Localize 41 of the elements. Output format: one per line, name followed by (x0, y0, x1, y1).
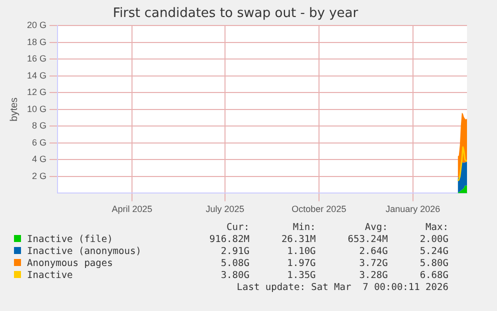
text: 3.72G (358, 258, 389, 270)
text: Min: (292, 222, 317, 234)
y-tick-label: 12 G (26, 87, 47, 98)
text: 5.24G (418, 246, 450, 258)
legend-label: Inactive (anonymous) (26, 246, 142, 258)
x-tick-label: October 2025 (292, 204, 346, 214)
text: 6.68G (418, 270, 450, 282)
y-tick-label: 6 G (32, 137, 47, 148)
y-axis-title: bytes (8, 97, 20, 122)
chart-title: First candidates to swap out - by year (112, 6, 359, 22)
text: 2.91G (220, 246, 250, 258)
y-tick-label: 10 G (26, 104, 47, 114)
y-tick-label: 8 G (32, 120, 47, 131)
y-tick-label: 20 G (26, 20, 47, 30)
y-tick-label: 4 G (32, 154, 47, 164)
x-tick-label: January 2026 (386, 204, 440, 214)
text: 3.80G (220, 270, 250, 282)
x-tick-label: April 2025 (112, 204, 152, 214)
text: 5.08G (220, 258, 250, 270)
text: 3.28G (358, 270, 389, 282)
legend-label: Inactive (file) (26, 234, 114, 246)
y-tick-label: 16 G (26, 54, 47, 64)
text: 26.31M (280, 234, 317, 246)
y-tick-label: 2 G (32, 170, 47, 181)
legend-label: Anonymous pages (26, 258, 114, 270)
text: 1.97G (286, 258, 317, 270)
x-tick-label: July 2025 (206, 204, 244, 214)
text: 5.80G (418, 258, 450, 270)
legend-label: Inactive (26, 270, 74, 282)
text: Last update: Sat Mar 7 00:00:11 2026 (236, 282, 450, 294)
text: Avg: (364, 222, 389, 234)
text: 2.64G (358, 246, 389, 258)
y-tick-label: 14 G (26, 70, 47, 80)
text: 916.82M (208, 234, 250, 246)
y-tick-label: 18 G (26, 36, 47, 47)
text: 2.00G (418, 234, 450, 246)
text: 1.10G (286, 246, 317, 258)
text: Cur: (226, 222, 250, 234)
text: 653.24M (346, 234, 389, 246)
text: Max: (424, 222, 450, 234)
text: 1.35G (286, 270, 317, 282)
